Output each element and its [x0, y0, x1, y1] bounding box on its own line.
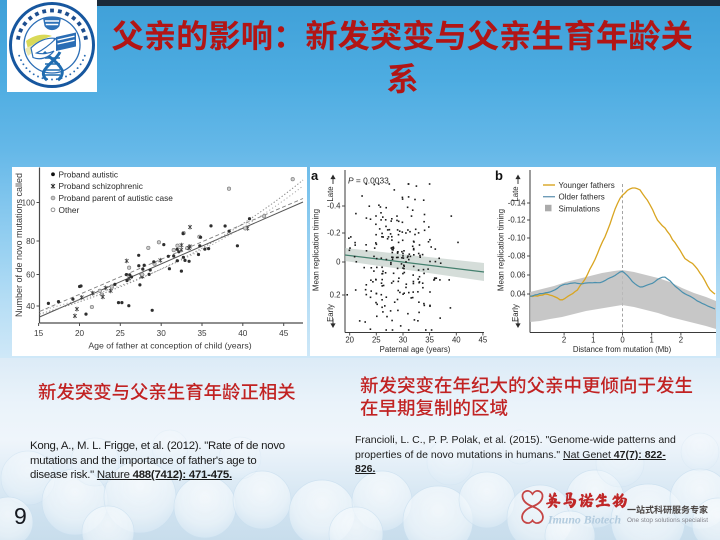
svg-text:P = 0.0033: P = 0.0033	[348, 176, 389, 186]
svg-text:Older fathers: Older fathers	[559, 193, 605, 202]
svg-text:Simulations: Simulations	[559, 204, 600, 213]
svg-text:Age of father at conception of: Age of father at conception of child (ye…	[88, 341, 251, 351]
svg-text:b: b	[495, 168, 503, 183]
svg-text:Paternal age (years): Paternal age (years)	[380, 345, 451, 354]
svg-text:-0.14: -0.14	[508, 199, 526, 208]
svg-text:20: 20	[75, 329, 85, 338]
svg-text:Proband autistic: Proband autistic	[59, 169, 119, 179]
svg-text:35: 35	[197, 329, 207, 338]
svg-text:One stop solutions specialist: One stop solutions specialist	[627, 517, 708, 524]
svg-text:0.2: 0.2	[330, 291, 341, 300]
svg-text:0.04: 0.04	[510, 290, 526, 299]
svg-text:Mean replication timing: Mean replication timing	[312, 209, 321, 291]
svg-text:0: 0	[620, 336, 625, 345]
svg-text:Mean replication timing: Mean replication timing	[497, 209, 506, 291]
svg-text:45: 45	[479, 336, 488, 345]
svg-text:Early: Early	[511, 304, 520, 322]
svg-text:0.06: 0.06	[510, 271, 525, 280]
svg-text:-0.4: -0.4	[327, 202, 341, 211]
svg-text:60: 60	[26, 270, 35, 279]
svg-text:Number of de novo mutations c: Number of de novo mutations called	[14, 173, 24, 317]
svg-text:-0.08: -0.08	[508, 252, 526, 261]
svg-text:Proband parent of autistic cas: Proband parent of autistic case	[59, 193, 174, 203]
svg-text:35: 35	[425, 336, 434, 345]
svg-text:-0.10: -0.10	[508, 234, 526, 243]
svg-text:Early: Early	[326, 304, 335, 322]
svg-text:25: 25	[372, 336, 381, 345]
svg-text:40: 40	[26, 302, 35, 311]
svg-text:40: 40	[452, 336, 461, 345]
svg-text:2: 2	[679, 336, 683, 345]
svg-text:30: 30	[157, 329, 167, 338]
svg-text:-0.12: -0.12	[508, 216, 526, 225]
svg-text:Younger fathers: Younger fathers	[559, 181, 615, 190]
svg-text:Distance from mutation (Mb): Distance from mutation (Mb)	[573, 345, 672, 354]
svg-text:20: 20	[345, 336, 354, 345]
svg-text:-0.2: -0.2	[327, 229, 340, 238]
svg-text:25: 25	[116, 329, 126, 338]
svg-text:80: 80	[26, 237, 35, 246]
svg-text:Late: Late	[511, 186, 520, 201]
svg-text:15: 15	[34, 329, 44, 338]
svg-text:Imuno Biotech: Imuno Biotech	[547, 513, 621, 527]
svg-text:Other: Other	[59, 205, 80, 215]
svg-text:Proband schizophrenic: Proband schizophrenic	[59, 181, 143, 191]
svg-text:1: 1	[591, 336, 595, 345]
svg-text:0: 0	[336, 258, 341, 267]
svg-text:40: 40	[238, 329, 248, 338]
svg-text:Late: Late	[326, 186, 335, 201]
svg-text:1: 1	[650, 336, 654, 345]
svg-text:2: 2	[562, 336, 566, 345]
svg-text:a: a	[311, 168, 319, 183]
svg-text:100: 100	[22, 198, 36, 207]
svg-text:45: 45	[279, 329, 289, 338]
svg-text:30: 30	[399, 336, 408, 345]
